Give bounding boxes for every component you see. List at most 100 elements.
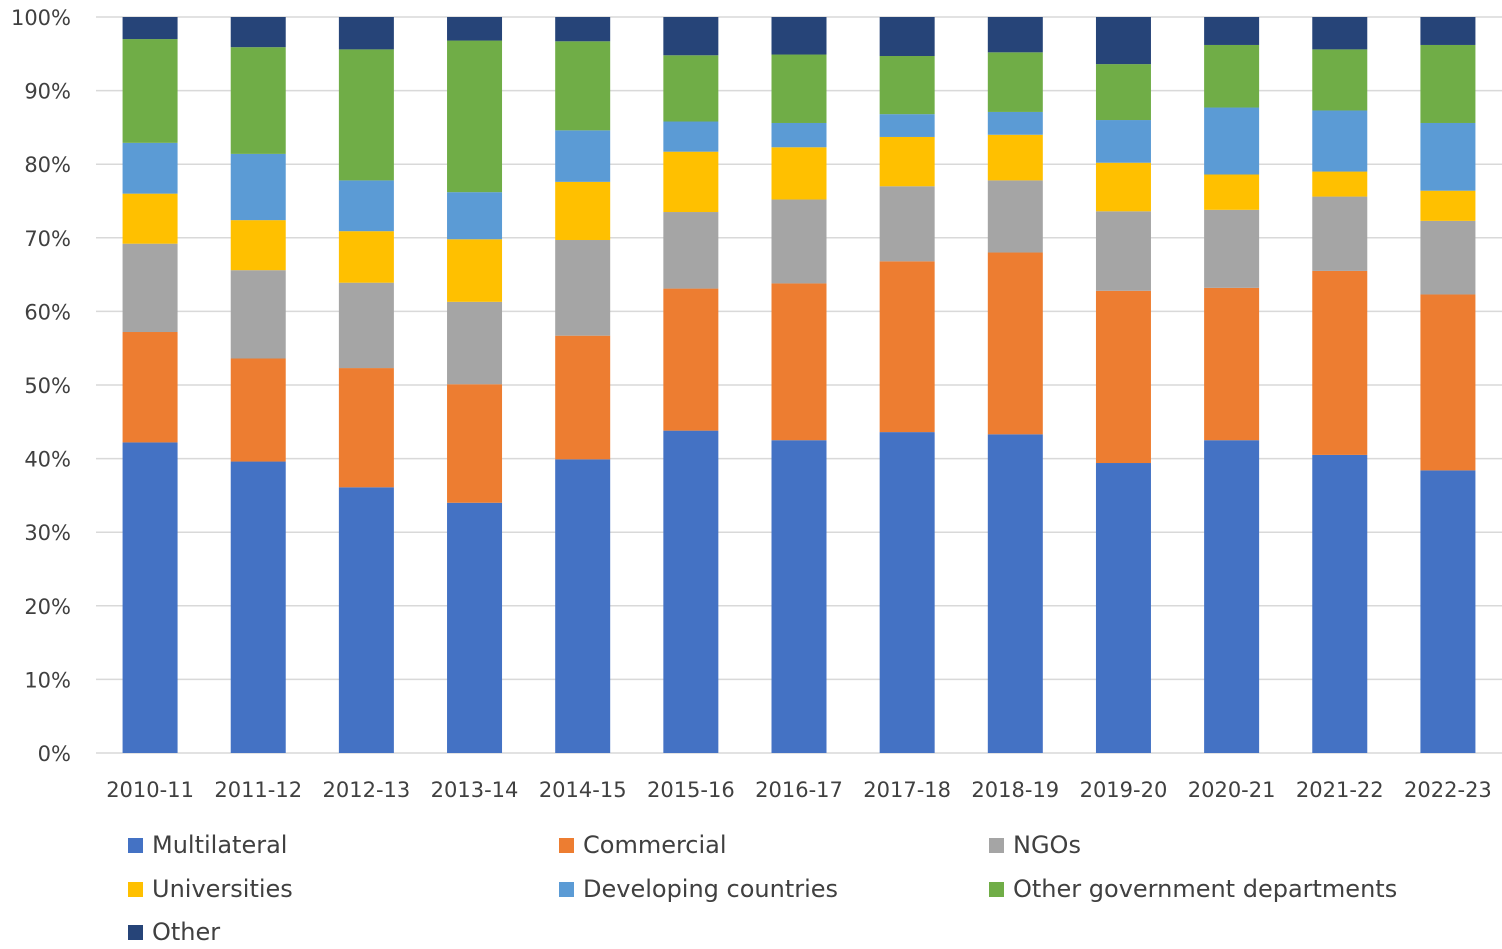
bar-segment-ngos	[1312, 196, 1368, 271]
bar-segment-multilateral	[122, 442, 178, 753]
legend-item-universities: Universities	[128, 872, 293, 906]
bar-segment-multilateral	[1095, 463, 1151, 753]
bar-segment-other	[338, 17, 394, 50]
legend-swatch	[989, 837, 1004, 853]
x-tick-label: 2011-12	[214, 778, 302, 802]
bar-segment-developing-countries	[663, 121, 719, 152]
bar-segment-commercial	[555, 335, 611, 460]
bar-segment-other-government-departments	[771, 54, 827, 123]
bar-segment-universities	[1204, 174, 1260, 210]
bar-segment-other	[1204, 17, 1260, 45]
bar-segment-other-government-departments	[555, 41, 611, 131]
x-tick-label: 2017-18	[863, 778, 951, 802]
bar-segment-commercial	[1312, 270, 1368, 455]
bar-segment-commercial	[338, 368, 394, 488]
x-tick-label: 2018-19	[971, 778, 1059, 802]
bar-stack	[663, 17, 719, 753]
x-tick-label: 2022-23	[1404, 778, 1492, 802]
bar-segment-ngos	[987, 180, 1043, 253]
bar-segment-other	[122, 17, 178, 40]
bar-segment-universities	[1095, 162, 1151, 212]
legend-label: Other	[152, 918, 221, 946]
bar-segment-developing-countries	[987, 111, 1043, 135]
x-tick-label: 2013-14	[431, 778, 519, 802]
bar-segment-commercial	[987, 252, 1043, 435]
y-tick-label: 80%	[24, 153, 71, 177]
y-tick-label: 100%	[11, 6, 71, 30]
bar-segment-ngos	[663, 212, 719, 289]
bar-segment-developing-countries	[1095, 120, 1151, 163]
bar-segment-commercial	[230, 358, 286, 462]
legend-item-ngos: NGOs	[989, 828, 1081, 862]
x-tick-label: 2016-17	[755, 778, 843, 802]
bar-segment-universities	[122, 193, 178, 244]
bar-segment-multilateral	[771, 440, 827, 753]
bar-segment-universities	[879, 136, 935, 187]
bar-segment-commercial	[663, 288, 719, 431]
legend: Multilateral Commercial NGOs Universities De…	[128, 828, 1428, 946]
bar-segment-other	[663, 17, 719, 56]
legend-item-multilateral: Multilateral	[128, 828, 287, 862]
bar-segment-multilateral	[879, 432, 935, 753]
bar-stack	[1204, 17, 1260, 753]
bar-segment-ngos	[230, 270, 286, 359]
y-tick-label: 20%	[24, 595, 71, 619]
legend-swatch	[559, 837, 574, 853]
y-axis: 0% 10% 20% 30% 40% 50% 60% 70% 80% 90% 100%	[11, 6, 71, 766]
bar-segment-universities	[338, 231, 394, 283]
bar-segment-other-government-departments	[879, 56, 935, 115]
y-tick-label: 0%	[38, 742, 71, 766]
legend-item-developing-countries: Developing countries	[559, 872, 838, 906]
legend-swatch	[128, 837, 143, 853]
bar-segment-other-government-departments	[338, 49, 394, 181]
bar-segment-multilateral	[987, 434, 1043, 753]
bar-segment-ngos	[879, 186, 935, 262]
legend-label: Developing countries	[583, 875, 839, 903]
bar-segment-other-government-departments	[1420, 44, 1476, 123]
bar-stack	[555, 17, 611, 753]
bar-segment-other	[987, 17, 1043, 53]
bar-segment-commercial	[122, 332, 178, 443]
bar-segment-universities	[1420, 190, 1476, 221]
bar-segment-multilateral	[1312, 454, 1368, 753]
y-tick-label: 70%	[24, 227, 71, 251]
y-tick-label: 30%	[24, 521, 71, 545]
legend-item-commercial: Commercial	[559, 828, 727, 862]
legend-label: Universities	[152, 875, 293, 903]
bar-segment-other	[1095, 17, 1151, 65]
bar-segment-other-government-departments	[663, 55, 719, 122]
bar-segment-developing-countries	[1420, 122, 1476, 191]
bar-stack	[447, 17, 503, 753]
legend-label: Commercial	[583, 831, 727, 859]
x-tick-label: 2015-16	[647, 778, 735, 802]
bar-segment-commercial	[879, 261, 935, 433]
bar-segment-universities	[1312, 171, 1368, 197]
bar-segment-universities	[771, 147, 827, 200]
legend-swatch	[989, 881, 1004, 897]
legend-item-other: Other	[128, 915, 220, 949]
bar-segment-multilateral	[1204, 440, 1260, 753]
bar-stack	[1420, 17, 1476, 753]
bar-segment-other-government-departments	[230, 47, 286, 154]
bar-segment-developing-countries	[555, 130, 611, 182]
y-tick-label: 50%	[24, 374, 71, 398]
bars	[122, 17, 1476, 753]
bar-segment-ngos	[1095, 211, 1151, 291]
bar-segment-ngos	[447, 301, 503, 385]
y-tick-label: 60%	[24, 300, 71, 324]
bar-segment-universities	[663, 151, 719, 213]
x-tick-label: 2021-22	[1296, 778, 1384, 802]
bar-segment-developing-countries	[1312, 110, 1368, 172]
bar-segment-developing-countries	[338, 180, 394, 232]
bar-segment-universities	[555, 181, 611, 241]
bar-stack	[338, 17, 394, 753]
bar-segment-multilateral	[555, 459, 611, 753]
legend-label: NGOs	[1013, 831, 1081, 859]
bar-segment-ngos	[1204, 209, 1260, 288]
y-tick-label: 10%	[24, 668, 71, 692]
bar-segment-multilateral	[1420, 470, 1476, 753]
bar-segment-multilateral	[447, 502, 503, 753]
bar-segment-commercial	[1095, 290, 1151, 464]
legend-swatch	[559, 881, 574, 897]
bar-segment-other-government-departments	[1095, 64, 1151, 121]
